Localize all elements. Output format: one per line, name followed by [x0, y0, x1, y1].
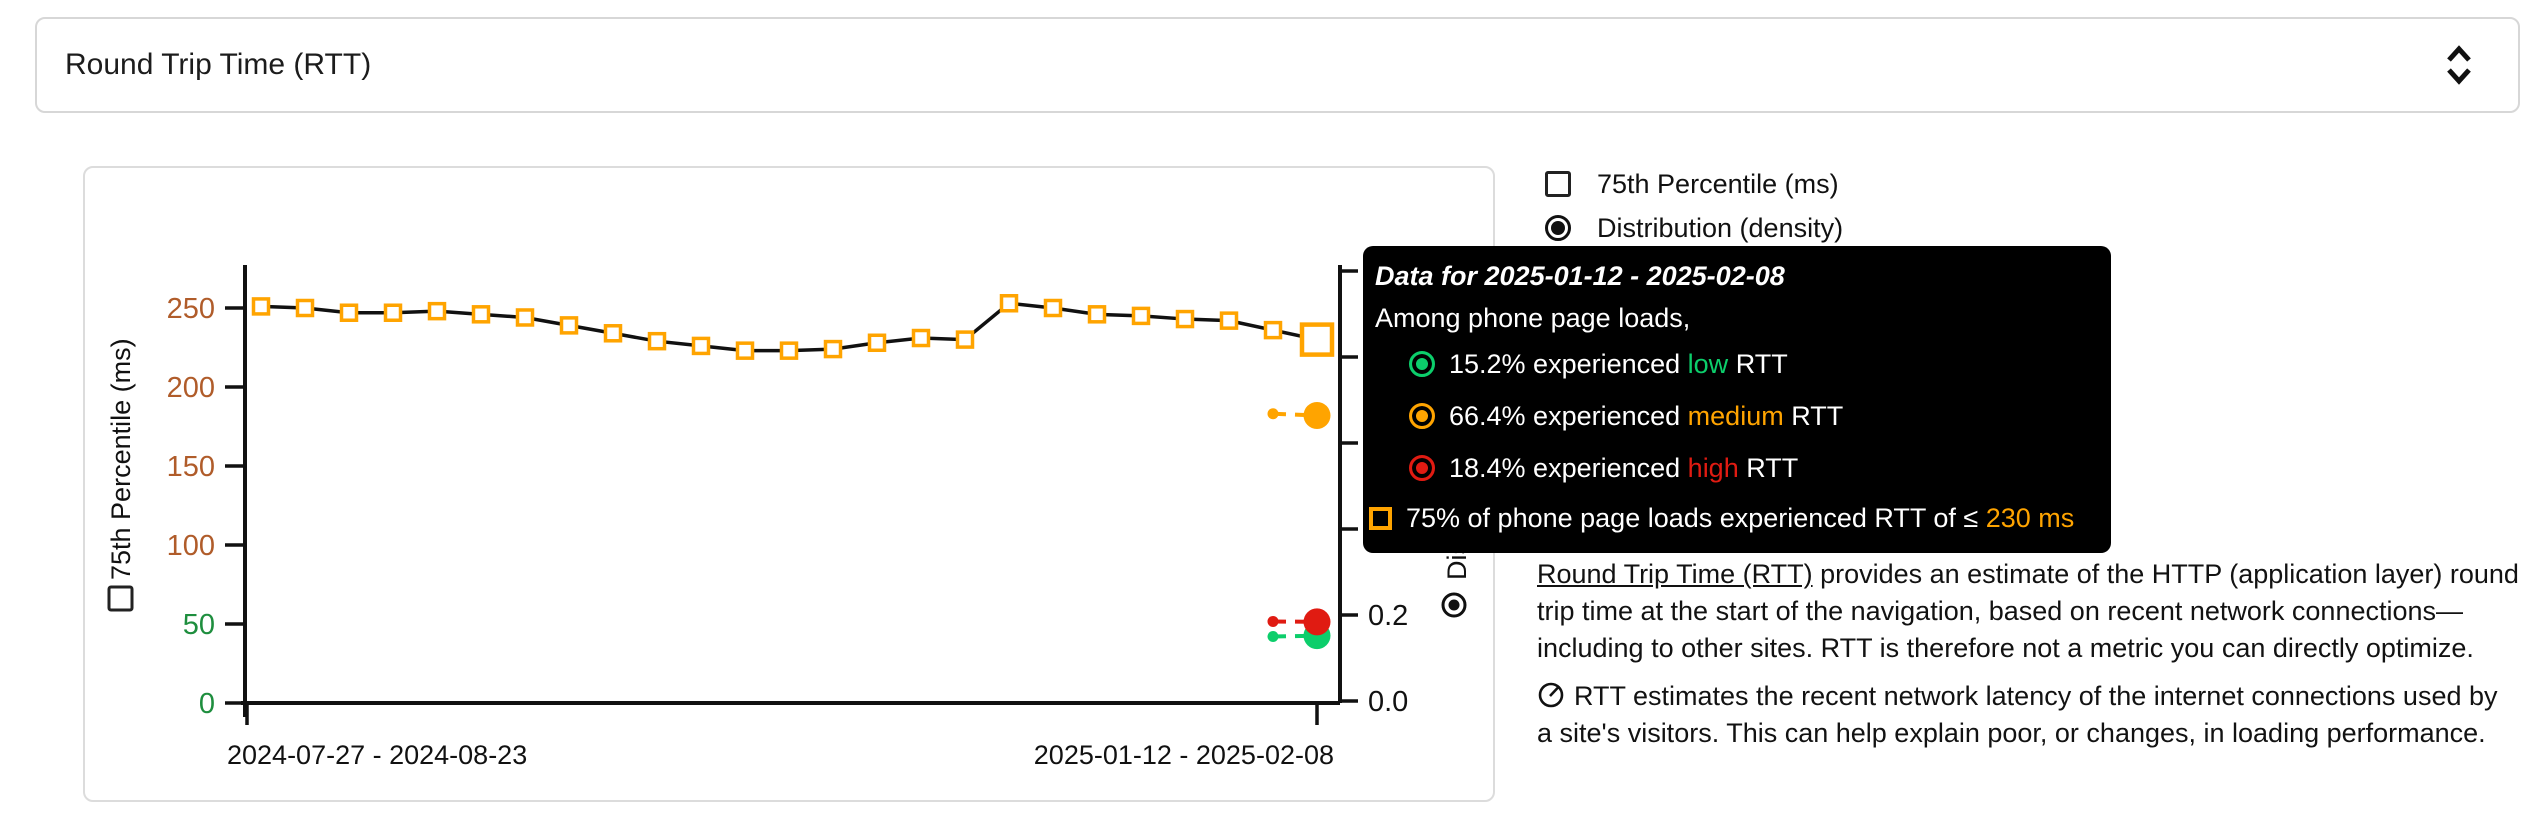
svg-text:2025-01-12 - 2025-02-08: 2025-01-12 - 2025-02-08 — [1034, 740, 1334, 770]
svg-text:250: 250 — [167, 293, 215, 325]
svg-text:0: 0 — [199, 688, 215, 720]
legend-item-distribution[interactable]: Distribution (density) — [1545, 206, 1843, 250]
tooltip-subtitle: Among phone page loads, — [1375, 303, 1691, 333]
tooltip-row-medium: 66.4% experienced medium RTT — [1375, 392, 2097, 440]
svg-text:150: 150 — [167, 451, 215, 483]
svg-text:200: 200 — [167, 372, 215, 404]
rtt-chart[interactable]: 0501001502002500.00.20.40.60.81.02024-07… — [85, 168, 1493, 800]
speed-gauge-icon — [1538, 682, 1564, 708]
tooltip-row-percentile: 75% of phone page loads experienced RTT … — [1369, 494, 2097, 542]
metric-select[interactable]: Round Trip Time (RTT) — [35, 17, 2520, 113]
medium-density-dot-icon — [1409, 403, 1435, 429]
percentile-square-icon — [1369, 506, 1392, 530]
legend-label-distribution: Distribution (density) — [1597, 212, 1844, 243]
radio-icon[interactable] — [1545, 215, 1571, 241]
svg-text:75th Percentile (ms): 75th Percentile (ms) — [106, 338, 136, 580]
description-paragraph-2: RTT estimates the recent network latency… — [1537, 681, 2498, 748]
svg-text:50: 50 — [183, 609, 215, 641]
unfold-more-icon — [2447, 45, 2471, 85]
chart-legend: 75th Percentile (ms) Distribution (densi… — [1545, 162, 1843, 250]
checkbox-icon[interactable] — [1545, 171, 1571, 197]
metric-select-value: Round Trip Time (RTT) — [65, 48, 372, 81]
tooltip-row-high: 18.4% experienced high RTT — [1375, 444, 2097, 492]
svg-text:2024-07-27 - 2024-08-23: 2024-07-27 - 2024-08-23 — [227, 740, 527, 770]
description-paragraph-1: Round Trip Time (RTT) provides an estima… — [1537, 559, 2519, 663]
tooltip-title: Data for 2025-01-12 - 2025-02-08 — [1375, 261, 1785, 291]
legend-label-percentile: 75th Percentile (ms) — [1597, 168, 1839, 199]
tooltip-row-low: 15.2% experienced low RTT — [1375, 340, 2097, 388]
chart-card: 0501001502002500.00.20.40.60.81.02024-07… — [83, 166, 1495, 802]
svg-text:0.2: 0.2 — [1368, 600, 1408, 632]
rtt-doc-link[interactable]: Round Trip Time (RTT) — [1537, 559, 1813, 589]
svg-text:100: 100 — [167, 530, 215, 562]
chart-tooltip: Data for 2025-01-12 - 2025-02-08 Among p… — [1363, 246, 2111, 553]
svg-text:0.0: 0.0 — [1368, 686, 1408, 718]
high-density-dot-icon — [1409, 455, 1435, 481]
legend-item-percentile[interactable]: 75th Percentile (ms) — [1545, 162, 1843, 206]
metric-description: Round Trip Time (RTT) provides an estima… — [1537, 556, 2519, 752]
low-density-dot-icon — [1409, 351, 1435, 377]
